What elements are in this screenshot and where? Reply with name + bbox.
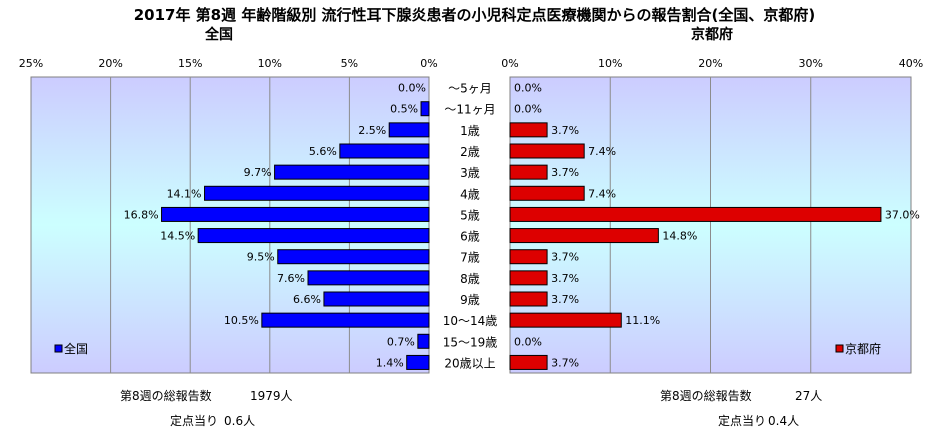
age-group-label: 7歳 — [460, 251, 480, 265]
national-bar — [323, 291, 430, 307]
national-data-label: 1.4% — [376, 356, 404, 369]
kyoto-tick-label: 10% — [598, 57, 622, 70]
national-data-label: 7.6% — [277, 272, 305, 285]
kyoto-data-label: 3.7% — [551, 272, 579, 285]
national-bar — [307, 270, 430, 286]
age-group-label: 15～19歳 — [443, 335, 498, 349]
national-data-label: 9.7% — [244, 166, 272, 179]
national-data-label: 0.0% — [398, 82, 426, 95]
kyoto-total-value: 27人 — [795, 389, 823, 403]
national-bar — [277, 249, 430, 265]
kyoto-total-label: 第8週の総報告数 — [660, 389, 752, 403]
national-data-label: 0.5% — [390, 103, 418, 116]
age-group-label: 8歳 — [460, 272, 480, 286]
kyoto-data-label: 0.0% — [514, 82, 542, 95]
kyoto-chart: 0% 10% 20% 30% 40% 0.0% 0.0% 3.7% 7.4% 3.7% 7.4% 37… — [501, 57, 923, 374]
national-data-label: 5.6% — [309, 145, 337, 158]
national-plot-area — [30, 76, 430, 374]
chart-title: 2017年 第8週 年齢階級別 流行性耳下腺炎患者の小児科定点医療機関からの報告… — [133, 6, 816, 24]
kyoto-legend-swatch — [835, 344, 844, 353]
kyoto-data-label: 11.1% — [625, 314, 660, 327]
kyoto-bar — [509, 249, 548, 265]
kyoto-bar — [509, 164, 548, 180]
national-data-label: 14.5% — [160, 230, 195, 243]
kyoto-bar — [509, 354, 548, 370]
kyoto-per-site-value: 0.4人 — [768, 414, 800, 428]
kyoto-tick-label: 30% — [799, 57, 823, 70]
national-bar — [274, 164, 430, 180]
kyoto-tick-label: 0% — [501, 57, 518, 70]
kyoto-bar — [509, 122, 548, 138]
kyoto-legend-label: 京都府 — [845, 341, 881, 356]
kyoto-bar — [509, 143, 585, 159]
national-per-site-value: 0.6人 — [224, 414, 256, 428]
kyoto-bar — [509, 291, 548, 307]
age-group-label: 9歳 — [460, 293, 480, 307]
kyoto-bar — [509, 185, 585, 201]
age-group-label: 6歳 — [460, 230, 480, 244]
left-panel-title: 全国 — [205, 27, 233, 43]
national-bar — [161, 206, 430, 222]
national-total-label: 第8週の総報告数 — [120, 389, 212, 403]
national-tick-label: 15% — [178, 57, 202, 70]
national-data-label: 16.8% — [124, 208, 159, 221]
kyoto-data-label: 3.7% — [551, 166, 579, 179]
national-data-label: 14.1% — [167, 187, 202, 200]
right-panel-title: 京都府 — [691, 27, 733, 43]
national-data-label: 0.7% — [387, 335, 415, 348]
national-data-label: 10.5% — [224, 314, 259, 327]
kyoto-tick-label: 20% — [698, 57, 722, 70]
kyoto-data-label: 3.7% — [551, 293, 579, 306]
age-group-label: 1歳 — [460, 124, 480, 138]
national-data-label: 6.6% — [293, 293, 321, 306]
age-group-label: 3歳 — [460, 166, 480, 180]
kyoto-data-label: 0.0% — [514, 335, 542, 348]
national-data-label: 9.5% — [247, 251, 275, 264]
age-group-label: 10～14歳 — [443, 314, 498, 328]
kyoto-data-label: 3.7% — [551, 356, 579, 369]
kyoto-data-label: 7.4% — [588, 145, 616, 158]
kyoto-data-label: 3.7% — [551, 251, 579, 264]
national-bar — [197, 228, 430, 244]
national-bar — [261, 312, 430, 328]
age-group-label: 20歳以上 — [444, 356, 495, 370]
age-group-label: 4歳 — [460, 187, 480, 201]
kyoto-data-label: 0.0% — [514, 103, 542, 116]
national-per-site-label: 定点当り — [170, 414, 219, 428]
kyoto-data-label: 14.8% — [662, 230, 697, 243]
national-tick-label: 25% — [19, 57, 43, 70]
age-group-label: ～11ヶ月 — [444, 103, 495, 117]
age-group-label: ～5ヶ月 — [448, 82, 492, 96]
national-bar — [388, 122, 430, 138]
national-tick-label: 5% — [341, 57, 358, 70]
kyoto-tick-label: 40% — [899, 57, 923, 70]
kyoto-bar — [509, 312, 622, 328]
national-chart: 25% 20% 15% 10% 5% 0% 0.0% 0.5% 2.5% 5.6% 9.7% 14.1… — [19, 57, 438, 374]
national-bar — [417, 333, 430, 349]
kyoto-bar — [509, 228, 659, 244]
kyoto-bar — [509, 270, 548, 286]
national-legend-swatch — [54, 344, 63, 353]
national-legend-label: 全国 — [64, 341, 88, 356]
age-group-label: 5歳 — [460, 208, 480, 222]
national-tick-label: 0% — [420, 57, 437, 70]
kyoto-data-label: 3.7% — [551, 124, 579, 137]
national-bar — [204, 185, 430, 201]
national-bar — [339, 143, 430, 159]
national-tick-label: 10% — [258, 57, 282, 70]
age-group-labels: ～5ヶ月 ～11ヶ月 1歳 2歳 3歳 4歳 5歳 6歳 7歳 8歳 9歳 10～14歳 15～19歳 2… — [443, 82, 498, 371]
national-bar — [406, 354, 430, 370]
national-tick-label: 20% — [98, 57, 122, 70]
age-group-label: 2歳 — [460, 145, 480, 159]
national-data-label: 2.5% — [358, 124, 386, 137]
kyoto-data-label: 37.0% — [885, 208, 920, 221]
national-total-value: 1979人 — [250, 389, 293, 403]
national-bar — [420, 101, 430, 117]
kyoto-data-label: 7.4% — [588, 187, 616, 200]
kyoto-bar — [509, 206, 882, 222]
kyoto-per-site-label: 定点当り — [718, 414, 767, 428]
